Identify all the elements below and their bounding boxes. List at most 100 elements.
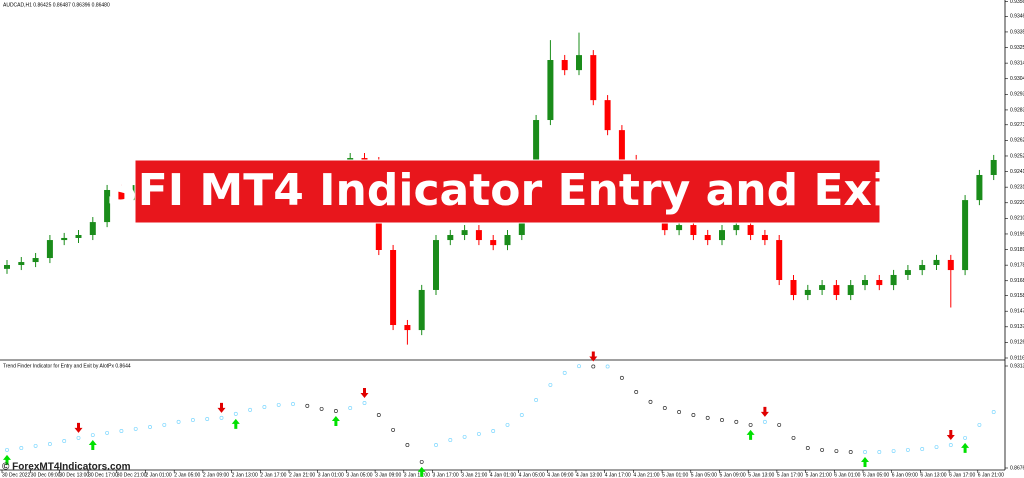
indicator-dot <box>5 447 9 452</box>
indicator-dot <box>548 382 553 387</box>
y-tick-label: 0.92935 <box>1010 92 1024 98</box>
candle-body <box>118 189 125 201</box>
x-tick-label: 4 Jan 01:00 <box>490 472 516 478</box>
candle-body <box>490 240 497 246</box>
x-tick-label: 30 Dec 09:00 <box>31 472 61 478</box>
candle-body <box>790 280 797 296</box>
candle-body <box>561 60 568 71</box>
indicator-dot <box>319 406 324 411</box>
y-tick-label: 0.93250 <box>1010 45 1024 51</box>
indicator-dot <box>462 434 467 439</box>
indicator-y-tick-label: 0.9313 <box>1010 363 1024 369</box>
buy-arrow <box>88 440 97 451</box>
x-tick-label: 2 Jan 21:00 <box>289 472 315 478</box>
indicator-dot <box>90 433 95 437</box>
indicator-dot <box>619 375 624 380</box>
indicator-dot <box>148 425 152 429</box>
x-tick-label: 6 Jan 05:00 <box>863 472 889 478</box>
x-tick-label: 30 Dec 2022 <box>2 472 31 478</box>
candle-body <box>604 100 611 131</box>
sell-arrow <box>946 429 955 440</box>
candle-body <box>690 225 697 236</box>
candle-body <box>862 280 868 286</box>
y-tick-label: 0.93040 <box>1010 76 1024 82</box>
indicator-dot <box>33 443 38 448</box>
x-tick-label: 6 Jan 13:00 <box>920 472 946 478</box>
buy-arrow <box>417 466 426 477</box>
indicator-dot <box>691 413 696 417</box>
banner <box>134 159 881 224</box>
candle-body <box>876 280 883 286</box>
candle-body <box>747 225 754 236</box>
candle-body <box>104 189 111 223</box>
candle-body <box>576 55 582 71</box>
x-tick-label: 4 Jan 21:00 <box>633 472 659 478</box>
indicator-dot <box>505 422 510 427</box>
indicator-dot <box>376 413 381 417</box>
indicator-dot <box>176 419 181 424</box>
indicator-dot <box>434 442 438 447</box>
indicator-dot <box>391 427 396 432</box>
candle-body <box>89 222 96 236</box>
candle-body <box>761 235 768 241</box>
indicator-dot <box>991 410 996 414</box>
candle-body <box>990 159 997 175</box>
indicator-dot <box>734 419 739 424</box>
sell-arrow <box>589 351 598 362</box>
y-tick-label: 0.93355 <box>1010 29 1024 35</box>
x-tick-label: 3 Jan 13:00 <box>404 472 430 478</box>
x-tick-label: 3 Jan 21:00 <box>461 472 487 478</box>
x-tick-label: 30 Dec 17:00 <box>88 472 118 478</box>
candle-body <box>904 270 911 275</box>
indicator-dot <box>491 429 496 433</box>
x-tick-label: 6 Jan 09:00 <box>892 472 918 478</box>
candle-body <box>704 235 711 241</box>
candle-body <box>404 325 411 331</box>
y-tick-label: 0.92415 <box>1010 169 1024 175</box>
candle-body <box>61 237 68 241</box>
candle-body <box>947 259 954 271</box>
indicator-dot <box>534 397 539 402</box>
x-tick-label: 5 Jan 09:00 <box>720 472 746 478</box>
candle-body <box>447 235 454 241</box>
indicator-dot <box>105 430 110 435</box>
y-tick-label: 0.92830 <box>1010 107 1024 113</box>
candle-body <box>618 130 625 160</box>
indicator-dot <box>291 401 295 406</box>
indicator-dot <box>591 364 596 369</box>
candle-body <box>804 289 811 296</box>
candle-body <box>676 225 683 231</box>
indicator-dot <box>677 410 682 414</box>
indicator-dot <box>791 435 796 440</box>
indicator-dot <box>262 405 267 409</box>
sell-arrow <box>760 406 769 417</box>
candle-body <box>504 235 511 246</box>
candle-body <box>418 289 425 331</box>
x-tick-label: 5 Jan 05:00 <box>691 472 717 478</box>
x-tick-label: 30 Dec 21:00 <box>117 472 147 478</box>
candle-body <box>919 265 926 271</box>
x-tick-label: 2 Jan 01:00 <box>146 472 172 478</box>
indicator-dot <box>662 406 667 410</box>
y-tick-label: 0.91475 <box>1010 309 1024 315</box>
y-tick-label: 0.91265 <box>1010 340 1024 346</box>
indicator-dot <box>977 422 982 427</box>
y-tick-label: 0.91580 <box>1010 293 1024 299</box>
y-tick-label: 0.92520 <box>1010 153 1024 159</box>
indicator-dot <box>963 435 968 440</box>
indicator-dot <box>562 370 567 375</box>
x-tick-label: 5 Jan 17:00 <box>777 472 803 478</box>
x-tick-label: 2 Jan 09:00 <box>203 472 229 478</box>
candle-body <box>547 60 554 121</box>
indicator-dot <box>248 407 253 412</box>
y-tick-label: 0.91680 <box>1010 278 1024 284</box>
y-tick-label: 0.91995 <box>1010 231 1024 237</box>
y-tick-label: 0.92625 <box>1010 138 1024 144</box>
indicator-dot <box>834 449 839 453</box>
x-tick-label: 3 Jan 09:00 <box>375 472 401 478</box>
candle-body <box>390 250 397 326</box>
indicator-dot <box>476 431 481 436</box>
buy-arrow <box>961 442 970 453</box>
x-tick-label: 4 Jan 09:00 <box>547 472 573 478</box>
